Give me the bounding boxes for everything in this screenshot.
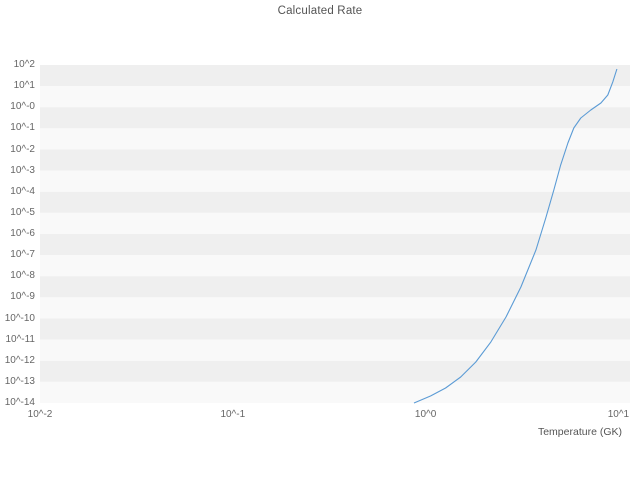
grid-band	[40, 255, 630, 277]
x-axis-label: Temperature (GK)	[537, 426, 622, 438]
y-tick-label: 10^-12	[4, 354, 35, 366]
x-tick-label: 10^0	[414, 409, 437, 420]
grid-band	[40, 86, 630, 108]
y-tick-label: 10^-2	[10, 143, 35, 155]
y-tick-label: 10^-7	[10, 249, 35, 261]
grid-band	[40, 297, 630, 319]
grid-band	[40, 276, 630, 298]
grid-band	[40, 360, 630, 382]
y-tick-label: 10^-5	[10, 206, 35, 218]
y-tick-label: 10^-0	[10, 101, 35, 113]
y-tick-label: 10^-6	[10, 228, 35, 239]
grid-band	[40, 234, 630, 256]
y-tick-label: 10^-8	[10, 270, 35, 282]
rate-curve	[413, 68, 618, 404]
y-tick-label: 10^1	[13, 80, 35, 92]
grid-band	[40, 170, 630, 192]
grid-band	[40, 381, 630, 403]
y-tick-label: 10^2	[13, 59, 35, 70]
grid-band	[40, 212, 630, 234]
y-tick-label: 10^-11	[5, 333, 35, 345]
grid-band	[40, 318, 630, 340]
y-tick-label: 10^-4	[10, 185, 35, 197]
x-tick-label: 10^-2	[27, 409, 53, 420]
chart-title: Calculated Rate	[277, 5, 363, 17]
y-tick-label: 10^-10	[4, 312, 35, 324]
y-tick-label: 10^-14	[4, 397, 35, 408]
y-tick-label: 10^-13	[4, 375, 35, 387]
x-tick-label: 10^-1	[220, 409, 246, 420]
y-tick-label: 10^-1	[10, 122, 35, 134]
grid-band	[40, 339, 630, 361]
grid-band	[40, 149, 630, 171]
grid-band	[40, 107, 630, 129]
y-tick-label: 10^-3	[10, 164, 35, 176]
x-tick-label: 10^1	[607, 409, 630, 420]
grid-band	[40, 65, 630, 87]
y-tick-label: 10^-9	[10, 291, 35, 303]
grid-band	[40, 191, 630, 213]
grid-band	[40, 128, 630, 150]
